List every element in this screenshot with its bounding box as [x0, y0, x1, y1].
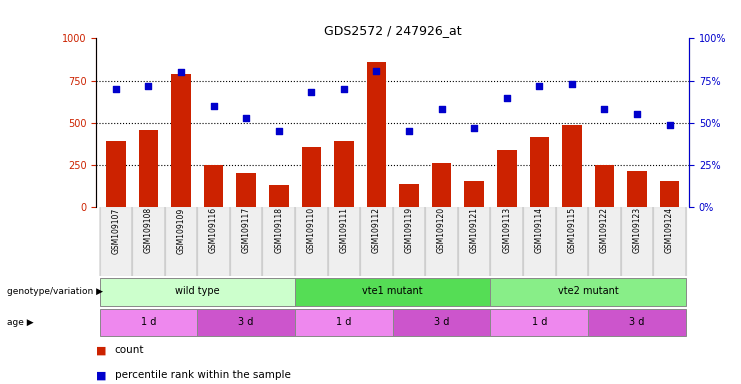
Text: GSM109113: GSM109113	[502, 207, 511, 253]
Bar	[556, 207, 588, 276]
Text: GSM109120: GSM109120	[437, 207, 446, 253]
Text: vte2 mutant: vte2 mutant	[558, 286, 619, 296]
Bar	[393, 207, 425, 276]
Point	[436, 106, 448, 113]
Text: vte1 mutant: vte1 mutant	[362, 286, 423, 296]
Text: 3 d: 3 d	[239, 317, 254, 327]
Text: genotype/variation ▶: genotype/variation ▶	[7, 287, 104, 296]
Point	[142, 83, 154, 89]
Bar	[302, 147, 321, 207]
Bar	[99, 207, 132, 276]
Bar	[465, 181, 484, 207]
Bar	[295, 309, 393, 336]
Bar	[334, 141, 353, 207]
Text: 3 d: 3 d	[434, 317, 449, 327]
Point	[273, 128, 285, 134]
Text: GSM109114: GSM109114	[535, 207, 544, 253]
Point	[566, 81, 578, 87]
Text: 1 d: 1 d	[531, 317, 547, 327]
Text: age ▶: age ▶	[7, 318, 34, 327]
Bar	[197, 207, 230, 276]
Text: 1 d: 1 d	[141, 317, 156, 327]
Bar	[360, 207, 393, 276]
Bar	[523, 207, 556, 276]
Bar	[654, 207, 686, 276]
Bar	[139, 130, 159, 207]
Point	[468, 125, 480, 131]
Point	[534, 83, 545, 89]
Point	[110, 86, 122, 92]
Bar	[497, 150, 516, 207]
Bar	[132, 207, 165, 276]
Point	[175, 69, 187, 75]
Text: GSM109117: GSM109117	[242, 207, 250, 253]
Text: GSM109119: GSM109119	[405, 207, 413, 253]
Bar	[621, 207, 654, 276]
Bar	[588, 207, 621, 276]
Text: GSM109121: GSM109121	[470, 207, 479, 253]
Title: GDS2572 / 247926_at: GDS2572 / 247926_at	[324, 24, 462, 37]
Text: GSM109124: GSM109124	[665, 207, 674, 253]
Bar	[399, 184, 419, 207]
Bar	[588, 309, 686, 336]
Point	[664, 121, 676, 127]
Bar	[432, 162, 451, 207]
Bar	[295, 278, 491, 306]
Bar	[230, 207, 262, 276]
Bar	[367, 62, 386, 207]
Bar	[236, 173, 256, 207]
Text: GSM109108: GSM109108	[144, 207, 153, 253]
Bar	[99, 309, 197, 336]
Text: GSM109109: GSM109109	[176, 207, 185, 253]
Bar	[295, 207, 328, 276]
Point	[338, 86, 350, 92]
Bar	[99, 278, 295, 306]
Text: GSM109123: GSM109123	[633, 207, 642, 253]
Text: wild type: wild type	[175, 286, 219, 296]
Point	[240, 115, 252, 121]
Bar	[659, 181, 679, 207]
Bar	[165, 207, 197, 276]
Point	[599, 106, 611, 113]
Bar	[328, 207, 360, 276]
Text: 3 d: 3 d	[629, 317, 645, 327]
Bar	[269, 185, 288, 207]
Text: GSM109116: GSM109116	[209, 207, 218, 253]
Text: GSM109111: GSM109111	[339, 207, 348, 253]
Bar	[491, 207, 523, 276]
Point	[631, 111, 643, 118]
Bar	[595, 165, 614, 207]
Bar	[106, 141, 126, 207]
Text: percentile rank within the sample: percentile rank within the sample	[115, 370, 290, 380]
Bar	[425, 207, 458, 276]
Bar	[627, 171, 647, 207]
Bar	[562, 124, 582, 207]
Point	[207, 103, 219, 109]
Bar	[491, 278, 686, 306]
Point	[305, 89, 317, 96]
Bar	[262, 207, 295, 276]
Text: GSM109122: GSM109122	[600, 207, 609, 253]
Text: ■: ■	[96, 345, 107, 355]
Point	[403, 128, 415, 134]
Bar	[197, 309, 295, 336]
Text: GSM109110: GSM109110	[307, 207, 316, 253]
Bar	[171, 74, 190, 207]
Text: GSM109118: GSM109118	[274, 207, 283, 253]
Bar	[393, 309, 491, 336]
Text: count: count	[115, 345, 144, 355]
Text: GSM109107: GSM109107	[111, 207, 120, 253]
Text: ■: ■	[96, 370, 107, 380]
Text: 1 d: 1 d	[336, 317, 351, 327]
Text: GSM109112: GSM109112	[372, 207, 381, 253]
Bar	[458, 207, 491, 276]
Bar	[530, 137, 549, 207]
Text: GSM109115: GSM109115	[568, 207, 576, 253]
Point	[501, 94, 513, 101]
Point	[370, 68, 382, 74]
Bar	[204, 165, 223, 207]
Bar	[491, 309, 588, 336]
